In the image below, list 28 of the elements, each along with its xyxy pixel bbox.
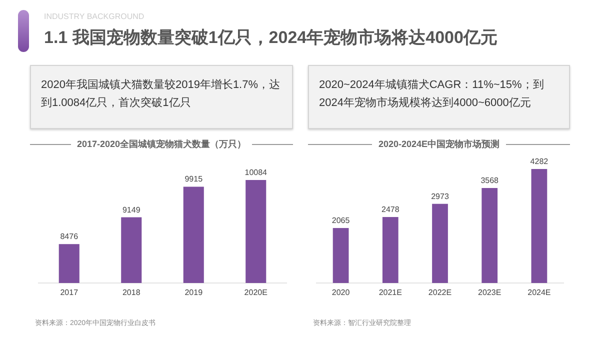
- data-label: 2478: [382, 205, 400, 214]
- data-label: 9149: [122, 205, 141, 214]
- chart-title: 2020-2024E中国宠物市场预测: [377, 138, 501, 151]
- x-tick-label: 2024E: [528, 288, 551, 297]
- chart-subtitle: 2020年我国城镇犬猫数量较2019年增长1.7%，达到1.0084亿只，首次突破1亿只: [30, 65, 293, 129]
- x-tick-label: 2021E: [378, 288, 402, 297]
- bar: [332, 228, 349, 283]
- bar: [531, 169, 548, 283]
- x-tick-label: 2023E: [478, 288, 502, 297]
- text: 1.1 我国宠物数量突破1亿只，2024年宠物市场将达4000亿元: [44, 27, 498, 49]
- x-tick-label: 2019: [184, 288, 204, 297]
- data-label: 9915: [184, 174, 204, 184]
- data-label: 2065: [332, 216, 350, 226]
- chart-subtitle: 2020~2024年城镇猫犬CAGR：11%~15%；到2024年宠物市场规模将达到4000~6000亿元: [308, 65, 570, 129]
- bar: [482, 188, 498, 283]
- data-label: 10084: [244, 168, 268, 177]
- x-tick-label: 2022E: [428, 288, 452, 297]
- data-label: 3568: [480, 176, 500, 186]
- x-tick-label: 2020E: [244, 288, 268, 297]
- bar: [432, 204, 448, 283]
- data-label: 4282: [530, 157, 549, 166]
- x-tick-label: 2018: [122, 288, 141, 297]
- x-tick-label: 2020: [332, 288, 350, 297]
- bar: [382, 217, 398, 283]
- data-label: 2973: [431, 192, 450, 201]
- data-label: 8476: [60, 232, 79, 242]
- chart-title: 2017-2020全国城镇宠物猫犬数量（万只）: [76, 138, 248, 151]
- x-tick-label: 2017: [60, 288, 79, 297]
